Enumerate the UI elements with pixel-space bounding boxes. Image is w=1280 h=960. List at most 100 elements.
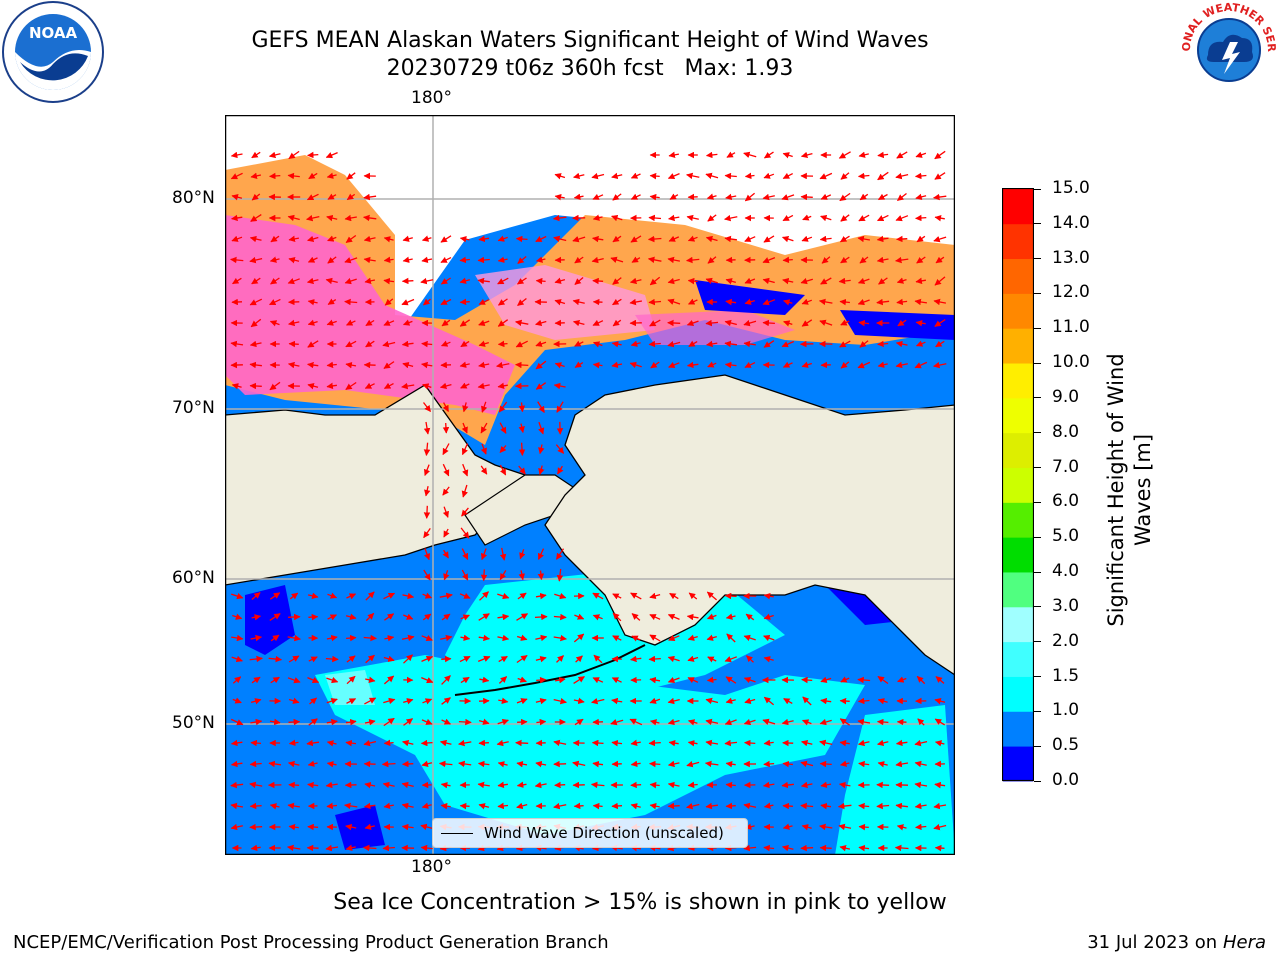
wave-direction-arrow	[535, 697, 547, 705]
wave-direction-arrow	[876, 298, 890, 306]
colorbar-label-line2: Waves [m]	[1131, 434, 1155, 546]
wave-direction-arrow	[800, 802, 814, 810]
wave-direction-arrow	[667, 613, 680, 620]
wave-direction-arrow	[478, 298, 490, 305]
wave-direction-arrow	[744, 235, 756, 242]
wave-direction-arrow	[592, 214, 603, 221]
wave-direction-arrow	[287, 677, 301, 684]
wave-direction-arrow	[497, 802, 509, 810]
wave-direction-arrow	[553, 802, 567, 810]
wave-direction-arrow	[384, 635, 395, 642]
wave-direction-arrow	[364, 823, 375, 830]
wave-direction-arrow	[403, 613, 414, 620]
colorbar-tick-label: 6.0	[1052, 491, 1080, 512]
wave-direction-arrow	[707, 214, 717, 222]
wave-direction-arrow	[346, 698, 357, 705]
wave-direction-arrow	[442, 443, 450, 456]
lat-label-70: 70°N	[172, 398, 215, 418]
wave-direction-arrow	[459, 236, 470, 243]
wave-direction-arrow	[517, 676, 527, 683]
map-legend: Wind Wave Direction (unscaled)	[432, 818, 748, 848]
wave-direction-arrow	[934, 214, 945, 222]
wave-direction-arrow	[574, 361, 584, 368]
wave-direction-arrow	[763, 592, 774, 600]
wave-direction-arrow	[461, 548, 469, 560]
wave-direction-arrow	[480, 465, 488, 475]
wave-direction-arrow	[461, 484, 468, 498]
wave-direction-arrow	[384, 613, 395, 621]
wave-direction-arrow	[516, 781, 527, 789]
wave-direction-arrow	[592, 802, 603, 810]
wave-direction-arrow	[743, 340, 756, 348]
wave-direction-arrow	[249, 802, 262, 810]
wave-direction-arrow	[648, 340, 661, 348]
wave-direction-arrow	[688, 592, 698, 600]
wave-direction-arrow	[916, 235, 926, 243]
wave-direction-arrow	[326, 382, 337, 390]
wave-direction-arrow	[462, 402, 469, 413]
wave-direction-arrow	[439, 382, 452, 390]
wave-direction-arrow	[497, 382, 508, 390]
wave-direction-arrow	[744, 361, 756, 368]
wave-direction-arrow	[498, 401, 508, 413]
wave-direction-arrow	[914, 172, 927, 180]
wave-direction-arrow	[269, 172, 281, 180]
wave-direction-arrow	[421, 760, 433, 767]
wave-direction-arrow	[230, 592, 244, 600]
wave-direction-arrow	[763, 172, 775, 179]
wave-direction-arrow	[441, 319, 451, 327]
wave-direction-arrow	[612, 635, 622, 642]
colorbar-segment	[1003, 432, 1033, 468]
wave-direction-arrow	[440, 298, 452, 306]
wave-direction-arrow	[553, 613, 567, 621]
wave-direction-arrow	[249, 256, 263, 264]
wave-direction-arrow	[535, 319, 547, 327]
colorbar-tick-label: 3.0	[1052, 595, 1080, 616]
wave-direction-arrow	[746, 655, 754, 663]
wave-direction-arrow	[421, 655, 434, 662]
wave-direction-arrow	[518, 423, 525, 434]
wave-direction-arrow	[497, 319, 509, 327]
wave-direction-arrow	[819, 319, 833, 326]
wave-direction-arrow	[592, 341, 603, 348]
wave-direction-arrow	[915, 319, 926, 327]
wave-direction-arrow	[667, 256, 681, 264]
wave-direction-arrow	[859, 340, 869, 348]
wave-direction-arrow	[573, 172, 585, 180]
wave-direction-arrow	[838, 823, 852, 831]
wave-direction-arrow	[630, 193, 641, 200]
wave-direction-arrow	[538, 444, 545, 455]
colorbar-segment	[1003, 676, 1033, 712]
wave-direction-arrow	[668, 151, 680, 159]
wave-direction-arrow	[573, 697, 585, 705]
wave-direction-arrow	[839, 845, 851, 852]
wave-direction-arrow	[518, 442, 526, 456]
wave-direction-arrow	[820, 214, 832, 222]
wave-direction-arrow	[668, 214, 680, 222]
wave-direction-arrow	[687, 277, 698, 285]
wave-direction-arrow	[877, 761, 888, 768]
wave-direction-arrow	[801, 824, 812, 831]
wave-direction-arrow	[538, 465, 545, 476]
wave-direction-arrow	[724, 319, 737, 327]
wave-direction-arrow	[552, 214, 567, 222]
wave-direction-arrow	[896, 298, 908, 306]
wave-direction-arrow	[858, 844, 870, 852]
wave-direction-arrow	[725, 802, 736, 810]
wave-direction-arrow	[307, 299, 318, 306]
wave-direction-arrow	[837, 802, 852, 810]
wave-direction-arrow	[458, 760, 472, 768]
wave-direction-arrow	[287, 844, 301, 852]
wave-direction-arrow	[287, 214, 300, 222]
colorbar-tick-label: 7.0	[1052, 456, 1080, 477]
wave-direction-arrow	[743, 151, 757, 158]
wave-direction-arrow	[268, 760, 282, 768]
wave-direction-arrow	[250, 739, 262, 747]
wave-direction-arrow	[629, 277, 642, 285]
wave-direction-arrow	[648, 655, 661, 663]
wave-direction-arrow	[706, 591, 718, 601]
wave-direction-arrow	[308, 172, 318, 180]
wave-direction-arrow	[611, 172, 623, 180]
colorbar-tick-label: 13.0	[1052, 247, 1090, 268]
wave-direction-arrow	[840, 319, 850, 326]
